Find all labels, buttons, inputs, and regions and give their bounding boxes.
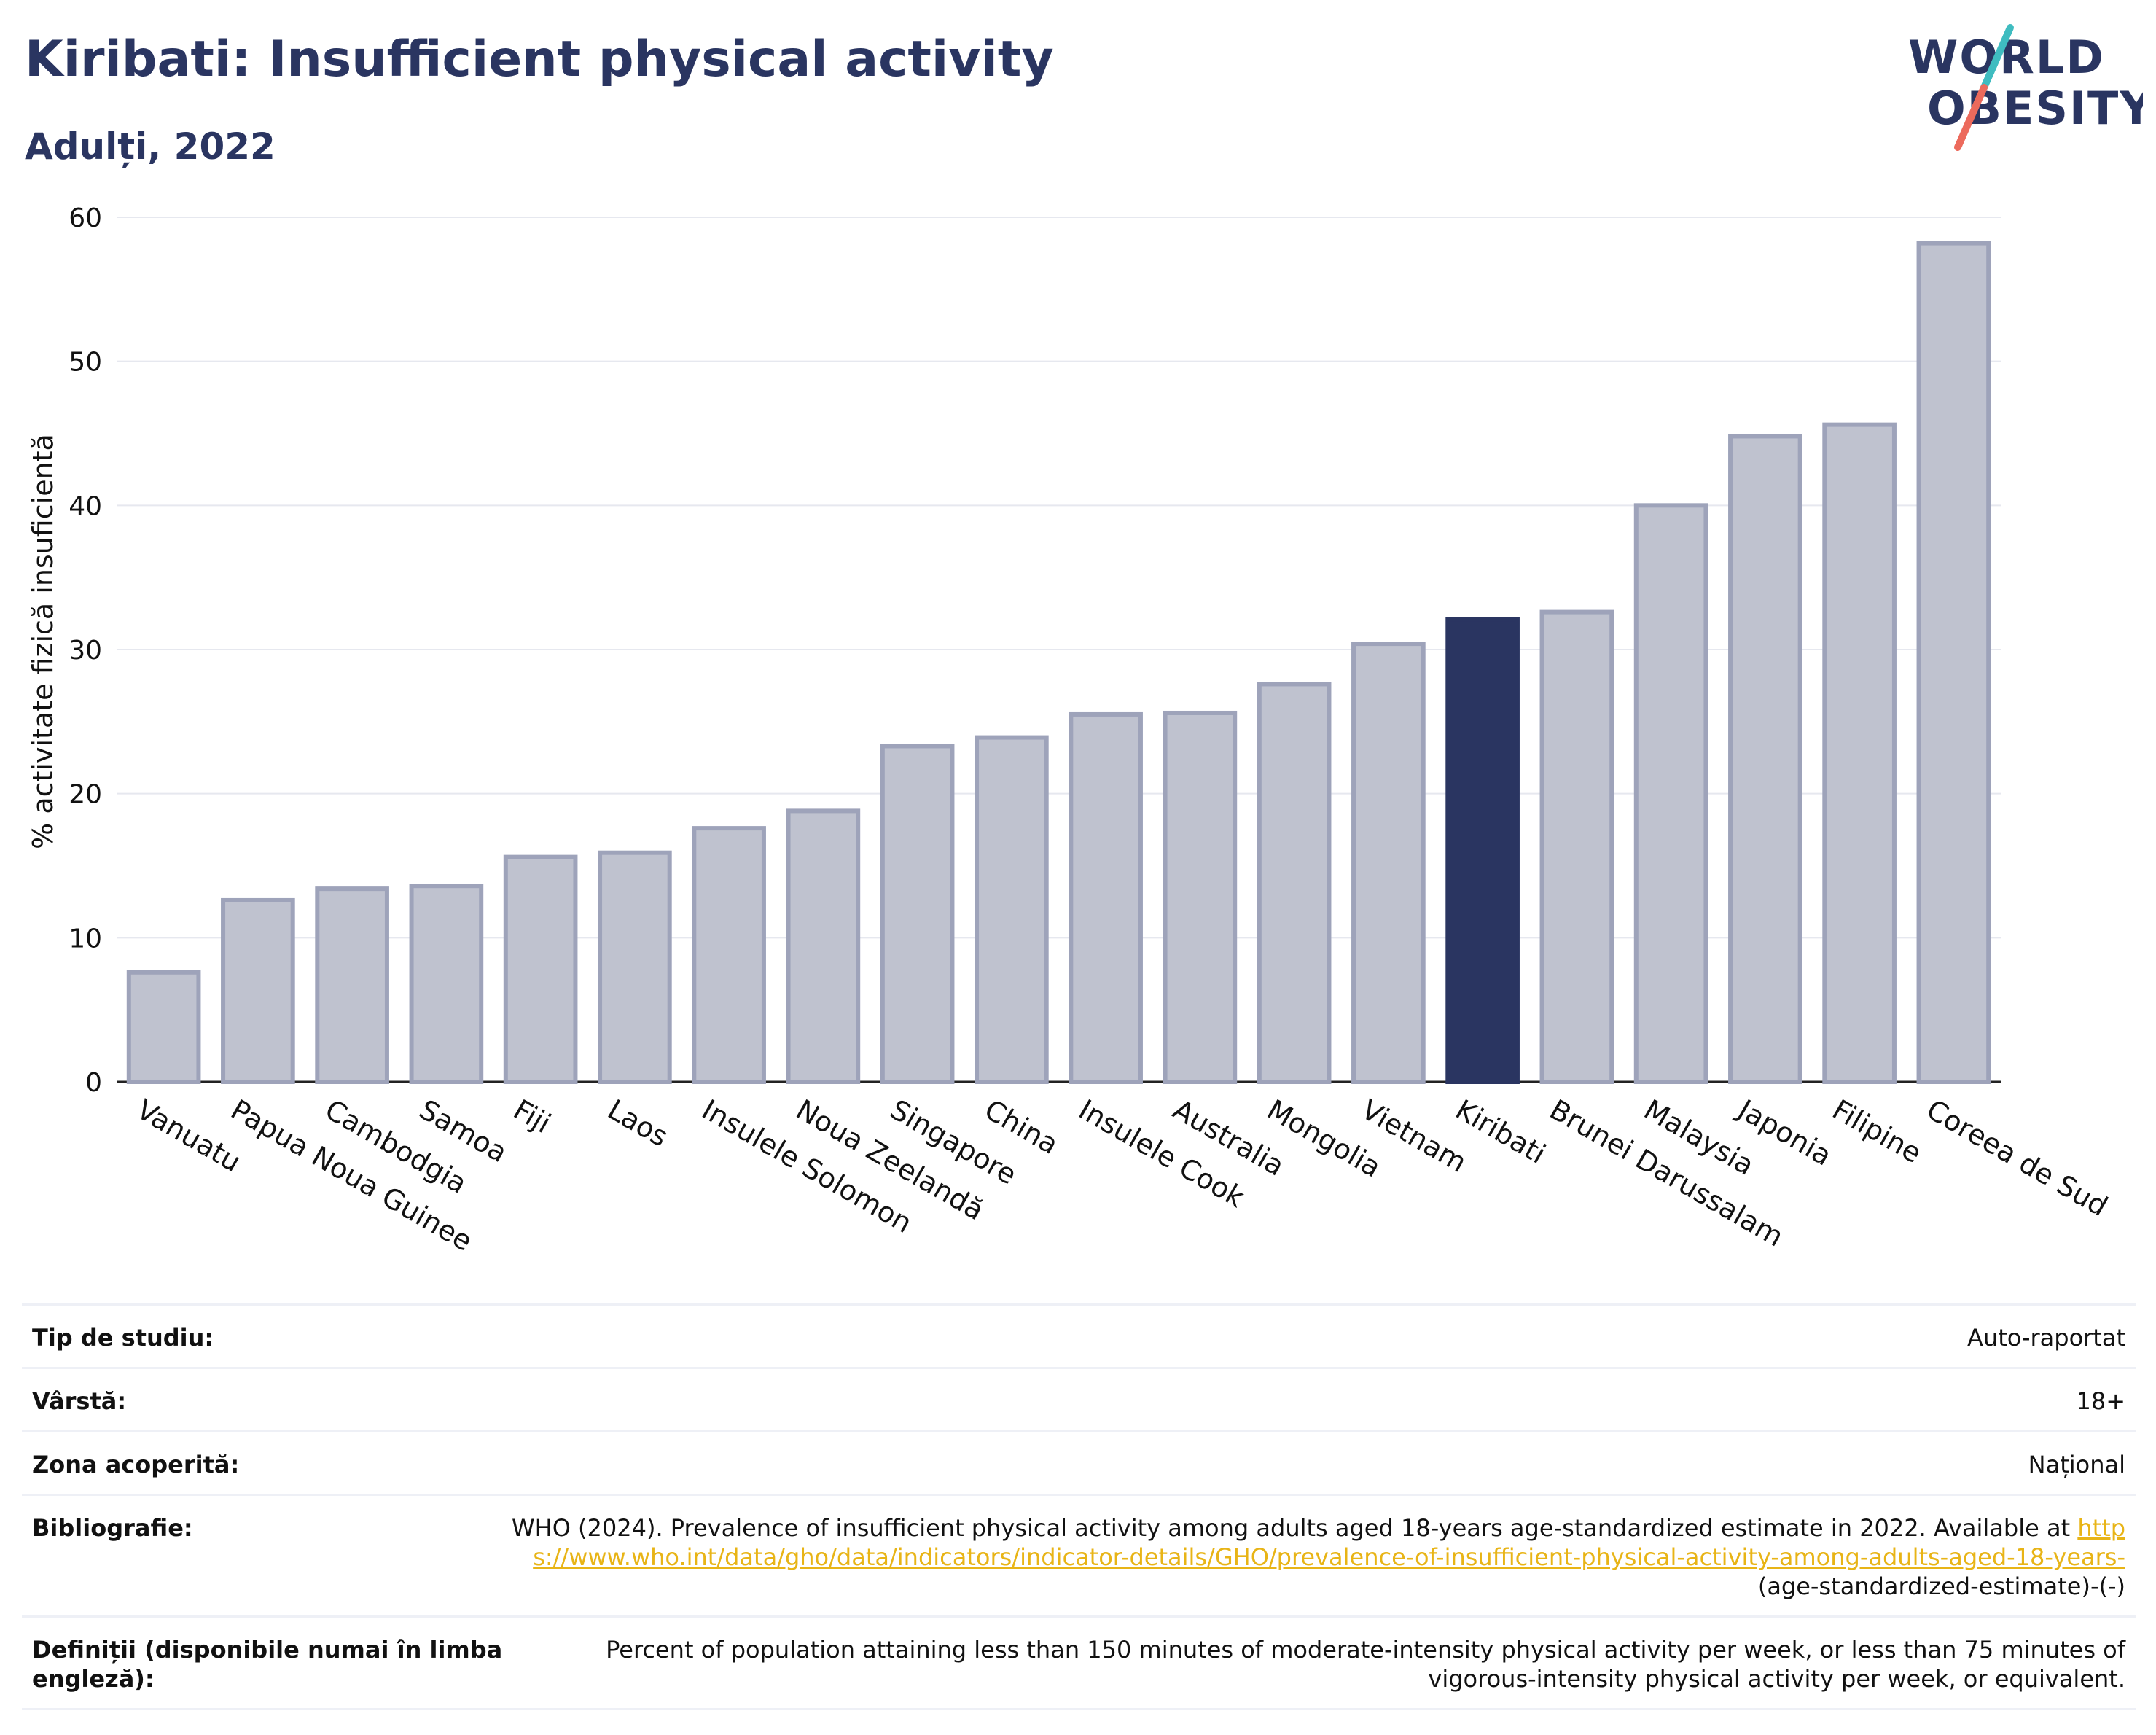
bar-china[interactable] bbox=[975, 735, 1049, 1084]
bar-singapore[interactable] bbox=[880, 744, 955, 1084]
bar-malaysia[interactable] bbox=[1633, 503, 1708, 1084]
bar-vanuatu[interactable] bbox=[126, 970, 201, 1084]
info-table: Tip de studiu: Auto-raportat Vârstă: 18+… bbox=[22, 1303, 2136, 1710]
y-tick-label: 40 bbox=[69, 491, 102, 521]
bar-fiji[interactable] bbox=[503, 854, 578, 1084]
grid-lines bbox=[117, 217, 2001, 1083]
logo-slash-teal bbox=[1980, 24, 2014, 91]
bibliography-value: WHO (2024). Prevalence of insufficient p… bbox=[506, 1513, 2125, 1601]
bar-japonia[interactable] bbox=[1728, 434, 1802, 1084]
y-tick-label: 60 bbox=[69, 203, 102, 233]
y-tick-label: 30 bbox=[69, 636, 102, 666]
y-tick-label: 0 bbox=[85, 1068, 102, 1098]
bars bbox=[126, 241, 1991, 1085]
study-type-value: Auto-raportat bbox=[1967, 1324, 2125, 1352]
bar-brunei-darussalam[interactable] bbox=[1539, 609, 1614, 1084]
x-tick-label: Insulele Cook bbox=[1074, 1093, 1250, 1214]
x-tick-label: Fiji bbox=[508, 1093, 556, 1139]
info-row-definitions: Definiții (disponibile numai în limba en… bbox=[22, 1615, 2136, 1710]
bar-papua-noua-guinee[interactable] bbox=[221, 897, 295, 1084]
bar-cambodgia[interactable] bbox=[315, 886, 389, 1085]
bar-mongolia[interactable] bbox=[1257, 682, 1332, 1084]
definitions-label: Definiții (disponibile numai în limba en… bbox=[32, 1636, 503, 1693]
bibliography-link[interactable]: https://www.who.int/data/gho/data/indica… bbox=[533, 1514, 2125, 1571]
y-tick-label: 10 bbox=[69, 924, 102, 954]
x-tick-label: Filipine bbox=[1827, 1093, 1927, 1170]
x-tick-label: Coreea de Sud bbox=[1921, 1093, 2113, 1223]
definitions-value: Percent of population attaining less tha… bbox=[606, 1636, 2125, 1693]
y-axis-label: % activitate fizică insuficientă bbox=[27, 434, 59, 849]
bibliography-text: WHO (2024). Prevalence of insufficient p… bbox=[511, 1514, 2071, 1542]
area-label: Zona acoperită: bbox=[32, 1451, 240, 1478]
chart-title: Kiribati: Insufficient physical activity bbox=[25, 31, 1054, 88]
bar-insulele-solomon[interactable] bbox=[692, 826, 766, 1085]
bar-laos[interactable] bbox=[598, 850, 672, 1084]
age-value: 18+ bbox=[2076, 1387, 2125, 1415]
logo-slash-coral bbox=[1954, 84, 1988, 151]
world-obesity-logo: WORLD OBESITY bbox=[1908, 24, 2143, 151]
x-tick-label: Vanuatu bbox=[131, 1093, 246, 1178]
y-tick-label: 20 bbox=[69, 780, 102, 810]
info-row-bibliography: Bibliografie: WHO (2024). Prevalence of … bbox=[22, 1494, 2136, 1615]
logo-line-2: OBESITY bbox=[1927, 82, 2143, 135]
study-type-label: Tip de studiu: bbox=[32, 1324, 214, 1352]
bibliography-label: Bibliografie: bbox=[32, 1514, 193, 1542]
y-tick-label: 50 bbox=[69, 348, 102, 378]
bar-insulele-cook[interactable] bbox=[1069, 711, 1143, 1084]
x-tick-label: Laos bbox=[602, 1093, 673, 1153]
info-row-age: Vârstă: 18+ bbox=[22, 1367, 2136, 1430]
bar-kiribati[interactable] bbox=[1445, 617, 1520, 1084]
bar-filipine[interactable] bbox=[1822, 422, 1897, 1084]
bar-samoa[interactable] bbox=[409, 884, 484, 1084]
age-label: Vârstă: bbox=[32, 1387, 127, 1415]
bar-noua-zeelandă[interactable] bbox=[786, 808, 861, 1085]
bar-australia[interactable] bbox=[1163, 710, 1238, 1084]
y-tick-labels: 0 10 20 30 40 50 60 bbox=[69, 203, 102, 1098]
bibliography-suffix: (age-standardized-estimate)-(-) bbox=[1757, 1572, 2125, 1600]
bar-vietnam[interactable] bbox=[1351, 642, 1426, 1084]
info-row-study-type: Tip de studiu: Auto-raportat bbox=[22, 1303, 2136, 1367]
chart-subtitle: Adulți, 2022 bbox=[25, 125, 276, 168]
info-row-area: Zona acoperită: Național bbox=[22, 1430, 2136, 1494]
bar-coreea-de-sud[interactable] bbox=[1916, 241, 1991, 1085]
area-value: Național bbox=[2028, 1451, 2125, 1478]
